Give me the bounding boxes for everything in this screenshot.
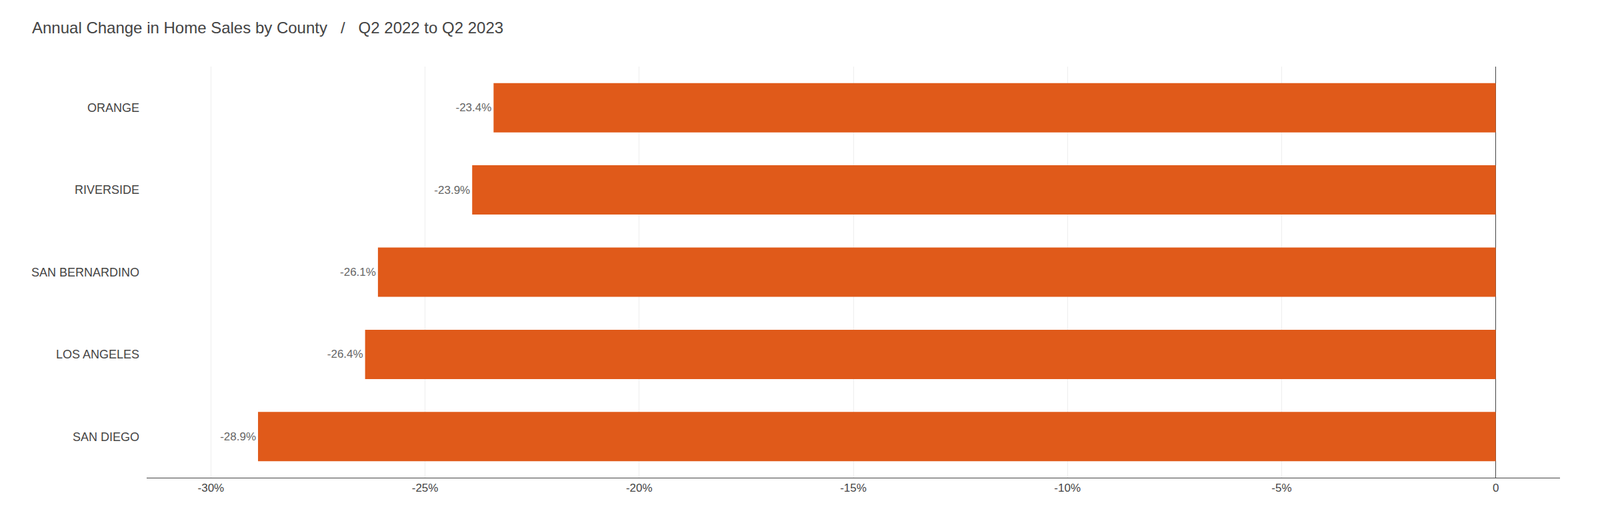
svg-text:ORANGE: ORANGE [87,101,140,115]
svg-text:RIVERSIDE: RIVERSIDE [74,183,140,197]
svg-text:-5%: -5% [1271,482,1292,495]
svg-text:-26.4%: -26.4% [327,348,364,361]
svg-text:-15%: -15% [840,482,867,495]
svg-text:LOS ANGELES: LOS ANGELES [56,348,140,362]
svg-text:SAN DIEGO: SAN DIEGO [72,430,140,444]
svg-text:-28.9%: -28.9% [220,430,256,444]
svg-text:-26.1%: -26.1% [340,266,376,279]
svg-text:-23.9%: -23.9% [434,184,470,197]
svg-text:-10%: -10% [1054,482,1081,495]
svg-text:Annual Change in Home Sales by: Annual Change in Home Sales by County / … [32,18,504,37]
svg-text:0: 0 [1492,482,1499,495]
svg-text:-30%: -30% [198,482,225,495]
svg-text:-20%: -20% [626,482,653,495]
svg-text:-25%: -25% [412,482,439,495]
svg-text:-23.4%: -23.4% [455,101,492,114]
svg-text:SAN BERNARDINO: SAN BERNARDINO [31,266,140,280]
